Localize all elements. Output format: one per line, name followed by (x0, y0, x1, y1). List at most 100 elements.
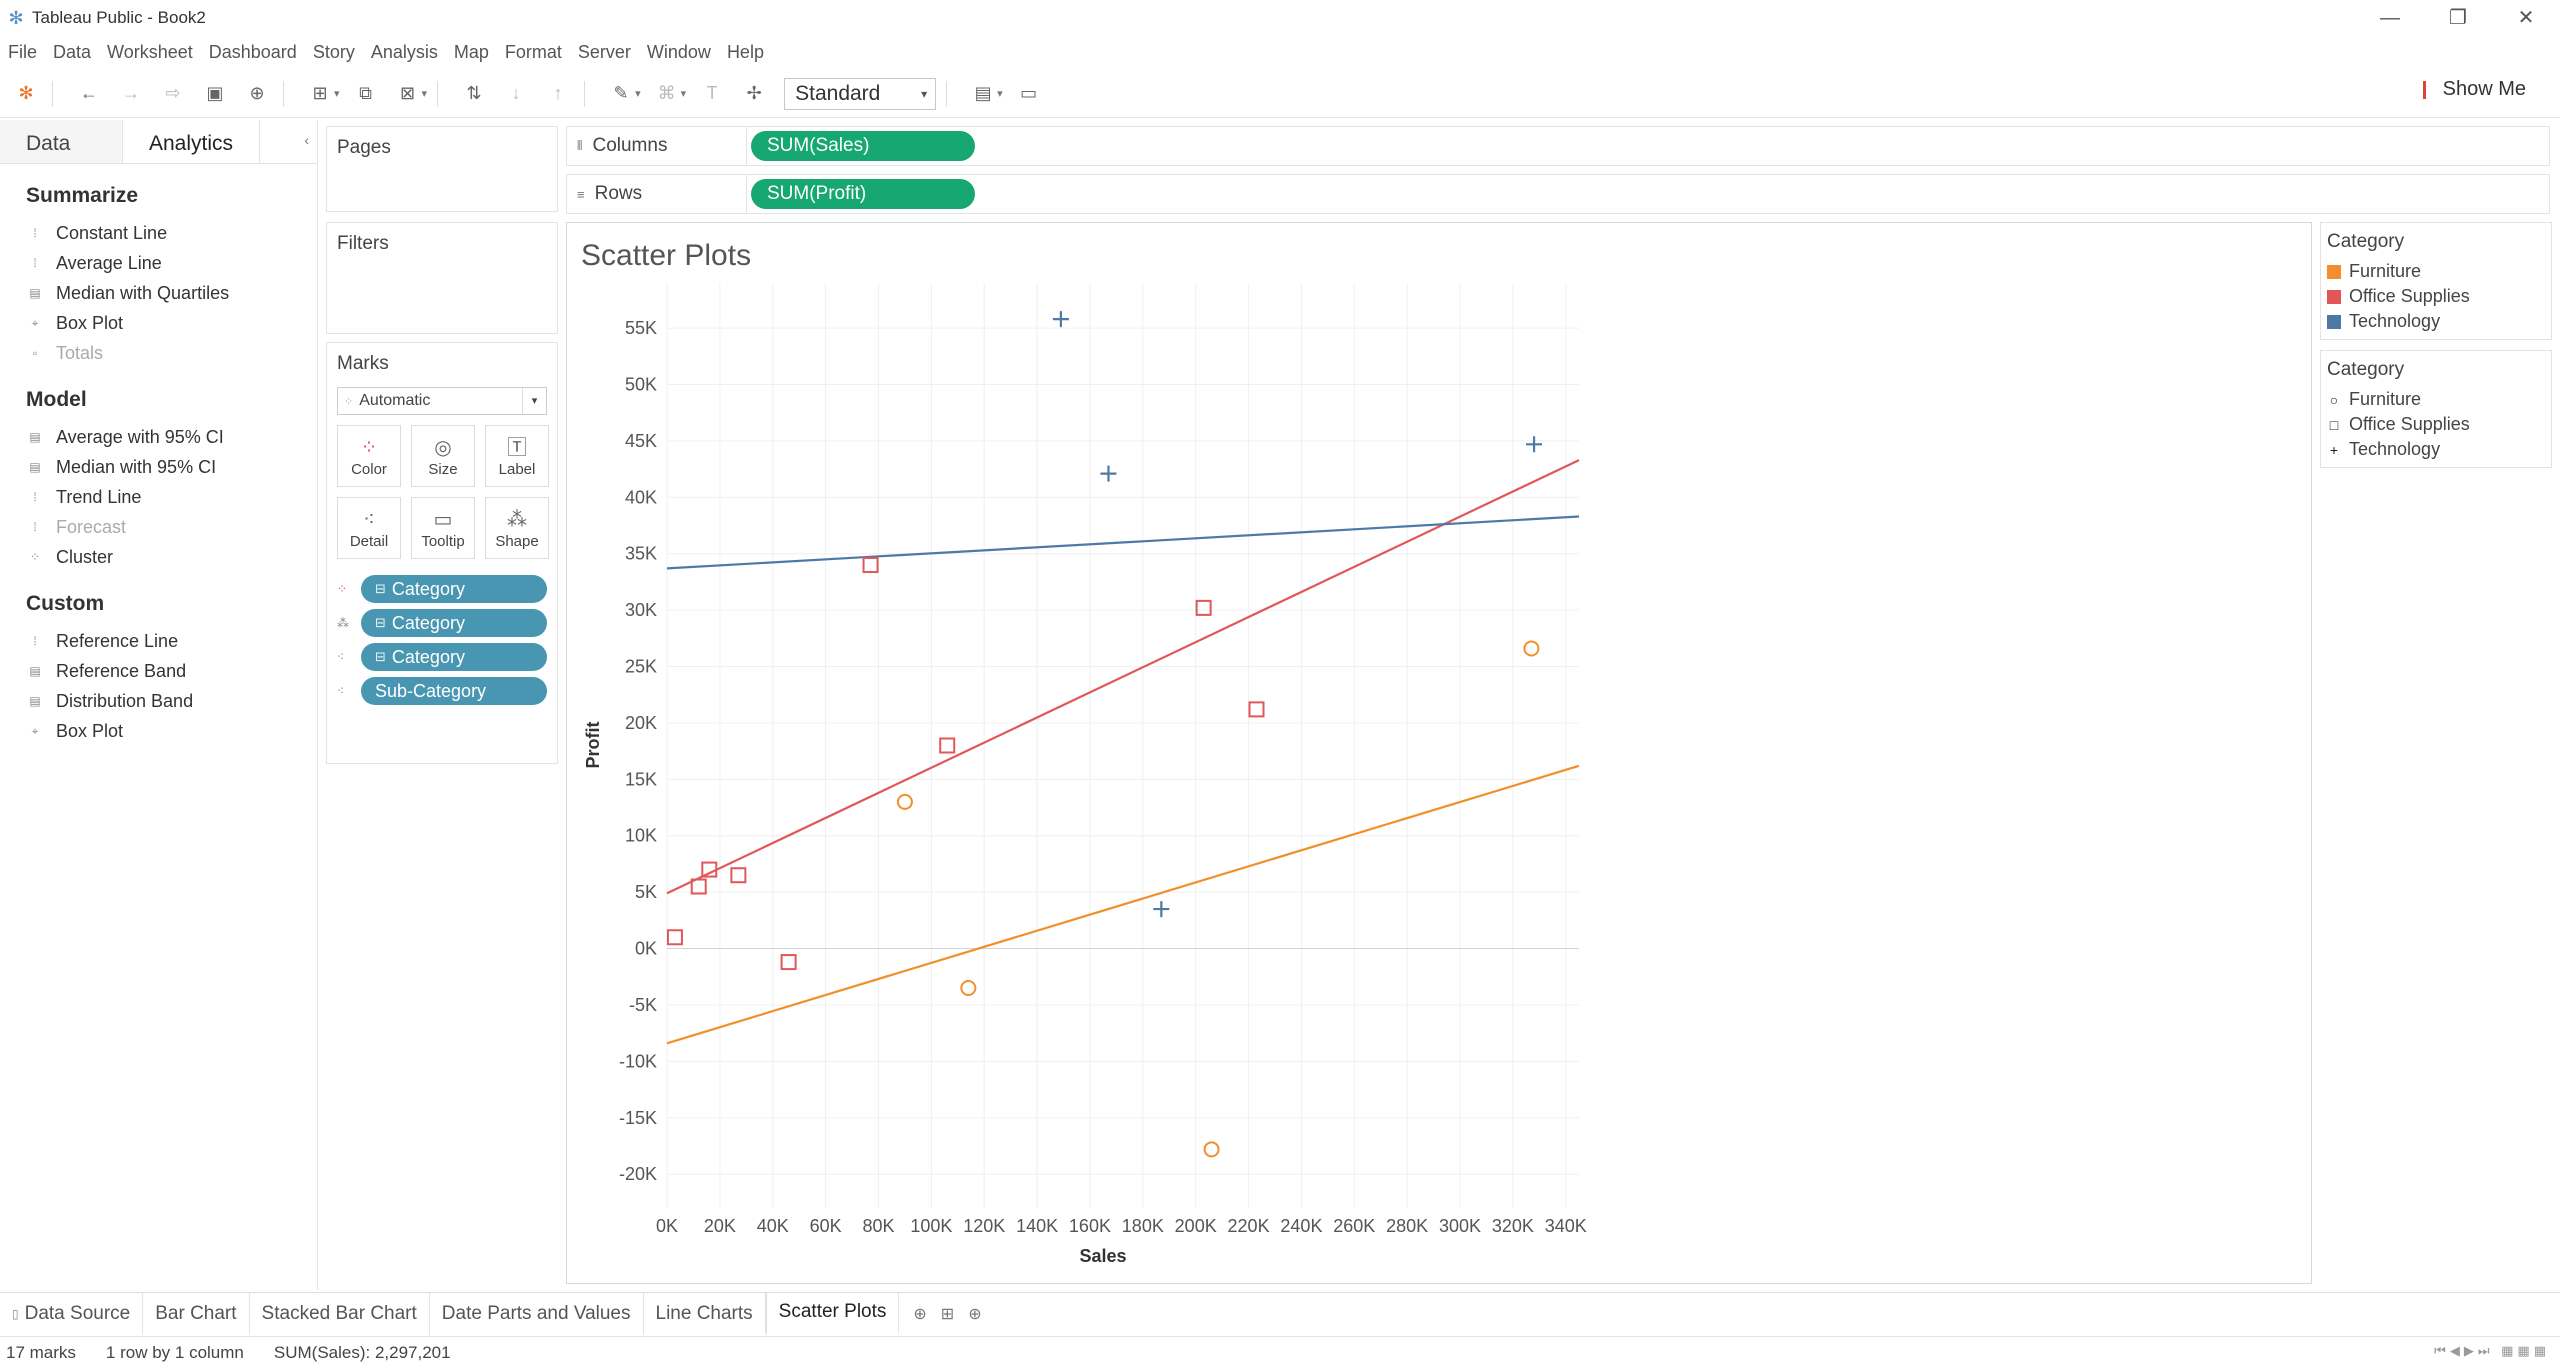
analytics-constant-line[interactable]: ⁞ Constant Line (0, 218, 317, 248)
new-worksheet-caret-icon[interactable]: ▾ (334, 88, 340, 100)
analytics-custom-box-plot[interactable]: ⌖ Box Plot (0, 716, 317, 746)
close-icon[interactable]: ✕ (2517, 7, 2535, 29)
rows-shelf[interactable]: ≡ Rows SUM(Profit) (566, 174, 2550, 214)
tab-scatter-plots[interactable]: Scatter Plots (765, 1292, 900, 1335)
cards-icon[interactable]: ▤ (974, 83, 992, 103)
new-dashboard-icon[interactable]: ⊞ (940, 1305, 955, 1323)
analytics-average-ci[interactable]: ▤ Average with 95% CI (0, 422, 317, 452)
tab-bar-chart[interactable]: Bar Chart (143, 1292, 250, 1335)
tab-line-charts[interactable]: Line Charts (644, 1292, 766, 1335)
size-button[interactable]: ◎ Size (411, 425, 475, 487)
analytics-trend-line[interactable]: ⁞ Trend Line (0, 482, 317, 512)
show-labels-icon[interactable]: T (706, 83, 718, 103)
new-worksheet-icon[interactable]: ⊞ (312, 83, 328, 103)
shape-legend[interactable]: Category ○ Furniture □ Office Supplies + Te… (2320, 350, 2552, 468)
tooltip-button-label: Tooltip (421, 532, 465, 550)
menu-analysis[interactable]: Analysis (370, 41, 438, 62)
filters-card[interactable]: Filters (326, 222, 558, 334)
sheet-navigation-icons[interactable]: ⏮◀▶⏭ ▦▦▦ (2434, 1343, 2550, 1358)
color-legend-item-office-supplies[interactable]: Office Supplies (2321, 284, 2551, 309)
cards-caret-icon[interactable]: ▾ (997, 88, 1003, 100)
redo-icon[interactable]: → (122, 83, 140, 103)
undo-icon[interactable]: ← (80, 83, 98, 103)
analytics-median-quartiles[interactable]: ▤ Median with Quartiles (0, 278, 317, 308)
point-office-supplies (730, 867, 747, 884)
menu-story[interactable]: Story (312, 41, 355, 62)
group-icon[interactable]: ⌘ (657, 83, 676, 103)
detail-button[interactable]: ⁖ Detail (337, 497, 401, 559)
menu-format[interactable]: Format (504, 41, 562, 62)
y-tick-label: 15K (625, 769, 657, 789)
highlight-icon[interactable]: ✎ (613, 83, 629, 103)
shape-legend-item-office-supplies[interactable]: □ Office Supplies (2321, 412, 2551, 437)
pages-card[interactable]: Pages (326, 126, 558, 212)
fit-select[interactable]: Standard ▾ (784, 77, 937, 110)
analytics-median-ci[interactable]: ▤ Median with 95% CI (0, 452, 317, 482)
tableau-home-icon[interactable]: ✻ (18, 83, 34, 103)
collapse-pane-icon[interactable]: ‹ (304, 132, 309, 148)
new-worksheet-icon[interactable]: ⊕ (913, 1305, 927, 1323)
category-detail-pill[interactable]: ⊟ Category (361, 643, 547, 671)
menu-dashboard[interactable]: Dashboard (208, 41, 297, 62)
analytics-cluster[interactable]: ⁘ Cluster (0, 542, 317, 572)
group-caret-icon[interactable]: ▾ (680, 88, 687, 100)
color-legend-item-furniture[interactable]: Furniture (2321, 259, 2551, 284)
highlight-caret-icon[interactable]: ▾ (635, 88, 641, 100)
tab-date-parts-values[interactable]: Date Parts and Values (430, 1292, 644, 1335)
sort-ascending-icon[interactable]: ↓ (511, 83, 521, 103)
tab-data-source[interactable]: ▯ Data Source (0, 1292, 144, 1335)
pin-axes-icon[interactable]: ✢ (746, 83, 762, 103)
tab-analytics[interactable]: Analytics (122, 120, 261, 163)
color-legend[interactable]: Category Furniture Office Supplies Techn… (2320, 222, 2552, 340)
analytics-reference-band[interactable]: ▤ Reference Band (0, 656, 317, 686)
save-icon[interactable]: ▣ (206, 83, 224, 103)
shape-button[interactable]: ⁂ Shape (485, 497, 549, 559)
x-tick-label: 220K (1228, 1216, 1270, 1236)
menu-window[interactable]: Window (646, 41, 711, 62)
show-me-button[interactable]: Show Me (2422, 78, 2526, 101)
menu-data[interactable]: Data (53, 41, 92, 62)
clear-sheet-caret-icon[interactable]: ▾ (421, 88, 428, 100)
y-tick-label: 55K (625, 318, 657, 338)
sum-profit-pill[interactable]: SUM(Profit) (751, 179, 975, 209)
sub-category-detail-pill[interactable]: Sub-Category (361, 677, 547, 705)
category-shape-pill[interactable]: ⊟ Category (361, 609, 547, 637)
analytics-item-icon: ⁞ (33, 520, 37, 534)
menu-map[interactable]: Map (453, 41, 489, 62)
restore-icon[interactable]: ❐ (2449, 7, 2467, 29)
color-legend-item-technology[interactable]: Technology (2321, 309, 2551, 334)
analytics-reference-line[interactable]: ⁞ Reference Line (0, 626, 317, 656)
replay-icon[interactable]: ⇨ (165, 83, 181, 103)
analytics-average-line[interactable]: ⁞ Average Line (0, 248, 317, 278)
color-button[interactable]: ⁘ Color (337, 425, 401, 487)
tooltip-button[interactable]: ▭ Tooltip (411, 497, 475, 559)
sum-sales-pill[interactable]: SUM(Sales) (751, 131, 975, 161)
analytics-item-icon: ⁞ (33, 226, 37, 240)
presentation-icon[interactable]: ▭ (1020, 83, 1038, 103)
menu-server[interactable]: Server (577, 41, 631, 62)
clear-sheet-icon[interactable]: ⊠ (399, 83, 416, 103)
columns-shelf[interactable]: ⫴ Columns SUM(Sales) (566, 126, 2550, 166)
menu-worksheet[interactable]: Worksheet (107, 41, 193, 62)
menu-help[interactable]: Help (726, 41, 764, 62)
analytics-distribution-band[interactable]: ▤ Distribution Band (0, 686, 317, 716)
duplicate-sheet-icon[interactable]: ⧉ (359, 83, 372, 103)
swap-icon[interactable]: ⇅ (466, 83, 482, 103)
analytics-item-icon: ▤ (29, 286, 41, 300)
new-story-icon[interactable]: ⊕ (968, 1305, 982, 1323)
menu-file[interactable]: File (8, 41, 38, 62)
shape-legend-item-furniture[interactable]: ○ Furniture (2321, 387, 2551, 412)
sort-descending-icon[interactable]: ↑ (553, 83, 563, 103)
label-button[interactable]: 🅃 Label (485, 425, 549, 487)
analytics-box-plot[interactable]: ⌖ Box Plot (0, 308, 317, 338)
scatter-chart[interactable]: 0K 20K 40K 60K 80K 100K 120K 140K 160K 180K 200K 22… (567, 223, 2311, 1283)
mark-type-select[interactable]: ⁘ Automatic ▾ (337, 387, 547, 415)
category-color-pill[interactable]: ⊟ Category (361, 575, 547, 603)
tab-stacked-bar-chart[interactable]: Stacked Bar Chart (250, 1292, 430, 1335)
tab-data[interactable]: Data (0, 120, 122, 163)
shape-legend-item-technology[interactable]: + Technology (2321, 437, 2551, 462)
color-button-label: Color (351, 460, 387, 478)
shape-legend-title: Category (2327, 359, 2405, 380)
minimize-icon[interactable]: — (2380, 7, 2400, 29)
new-data-source-icon[interactable]: ⊕ (249, 83, 265, 103)
